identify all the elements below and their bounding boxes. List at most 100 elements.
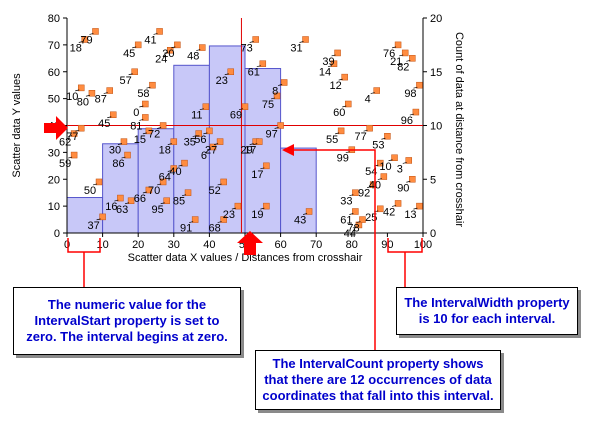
point-label: 10 [66,91,78,103]
point-leader [164,51,169,54]
scatter-point [145,186,153,194]
scatter-point [206,127,213,135]
scatter-point [366,124,373,132]
point-label: 18 [70,43,82,55]
scatter-point [134,41,142,49]
point-label: 57 [120,75,132,87]
point-leader [139,119,144,121]
point-leader [171,46,176,49]
point-leader [256,65,261,68]
scatter-point [124,151,131,159]
point-label: 6 [201,150,207,162]
point-label: 20 [162,48,174,60]
scatter-point [127,197,135,204]
scatter-point [337,127,345,135]
point-label: 43 [294,215,306,227]
point-leader [345,151,350,154]
point-label: 13 [404,209,416,221]
crosshair [67,18,423,233]
scatter-point [341,73,348,81]
point-leader [381,137,386,140]
point-leader [178,164,183,167]
point-leader [124,202,130,205]
point-leader [167,170,172,172]
point-label: 17 [244,145,256,157]
point-leader [78,41,83,43]
point-label: 31 [290,43,302,55]
point-leader [413,207,418,210]
point-leader [196,49,201,51]
x-tick-label: 10 [96,239,108,251]
scatter-point [163,197,170,204]
point-label: 11 [191,110,202,122]
point-leader [260,207,265,210]
scatter-point [334,49,341,57]
point-label: 53 [372,139,384,151]
point-label: 63 [116,204,128,216]
scatter-point [263,162,270,170]
point-leader [92,183,98,186]
y-tick-label: 10 [48,201,60,213]
point-label: 15 [134,134,146,146]
x-tick-label: 30 [168,239,180,251]
scatter-point [92,28,99,35]
interval-count-callout: The IntervalCount property shows that th… [255,350,501,410]
point-label: 58 [137,88,149,100]
point-label: 35 [184,137,196,149]
scatter-point [88,90,96,97]
scatter-point [394,41,402,49]
point-leader [146,86,151,89]
point-leader [192,135,197,137]
point-leader [338,78,343,81]
tick-labels: 0102030405060708090100010203040506070800… [11,13,465,264]
scatter-point [330,60,338,67]
point-label: 70 [148,185,160,197]
interval-start-bracket [67,238,101,253]
point-label: 59 [59,158,71,170]
scatter-point [170,138,178,145]
point-label: 78 [347,223,359,235]
point-label: 48 [187,51,199,63]
scatter-point [359,216,366,223]
y-tick-label: 30 [48,147,60,159]
y2-tick-label: 20 [430,13,442,25]
point-leader [203,132,208,135]
point-leader [107,116,112,119]
scatter-point [216,138,224,145]
point-label: 30 [109,145,121,157]
scatter-point [159,122,167,129]
point-leader [356,221,361,223]
point-leader [189,221,194,223]
point-leader [153,33,158,35]
point-leader [139,105,144,108]
scatter-point [263,202,270,210]
point-label: 14 [319,67,331,79]
point-label: 39 [322,56,334,68]
point-label: 77 [66,131,78,143]
point-leader [96,218,101,221]
point-leader [249,41,254,43]
y2-tick-label: 15 [430,67,442,79]
point-label: 0 [133,107,139,119]
scatter-point [380,173,388,180]
point-leader [181,194,187,197]
point-label: 61 [340,215,352,227]
point-label: 91 [180,223,192,235]
y2-tick-label: 0 [430,228,436,240]
scatter-point [159,178,167,186]
y2-tick-label: 5 [430,174,436,186]
crosshair-y-arrow [44,116,68,140]
point-leader [391,46,397,49]
x-tick-label: 100 [414,239,432,251]
point-leader [352,226,358,229]
scatter-point [220,178,227,186]
scatter-point [377,159,384,167]
point-leader [231,207,236,210]
y2-tick-label: 10 [430,121,442,133]
point-leader [391,205,397,207]
point-leader [274,127,279,129]
point-leader [217,221,222,223]
scatter-point [369,181,377,188]
scatter-point [416,202,423,210]
scatter-point [352,189,359,196]
